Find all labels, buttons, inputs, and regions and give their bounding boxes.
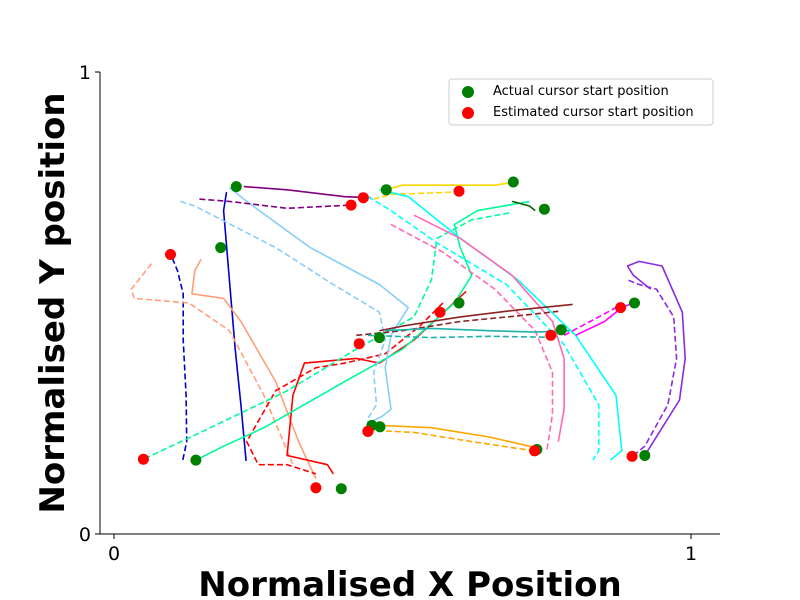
y-tick-label-1: 1 [79, 62, 91, 84]
start-point-estimated-0 [165, 249, 176, 260]
plot-area [130, 176, 687, 495]
trajectory-4-estimated-line [180, 200, 387, 424]
legend-label-estimated: Estimated cursor start position [493, 105, 694, 120]
y-tick-label-0: 0 [79, 524, 91, 546]
trajectory-5-estimated-line [199, 198, 351, 210]
start-point-estimated-9 [529, 445, 541, 457]
start-point-actual-13 [629, 297, 640, 309]
trajectory-13-actual-line [575, 302, 634, 337]
start-point-actual-8 [538, 203, 550, 215]
trajectory-5-actual-line [243, 185, 371, 199]
start-point-actual-3 [190, 454, 202, 466]
trajectory-3-estimated-line [143, 212, 510, 460]
trajectory-7-actual-line [379, 189, 623, 461]
start-point-actual-14 [639, 450, 651, 461]
trajectory-4-actual-line [228, 186, 410, 424]
trajectory-13-estimated-line [563, 306, 617, 337]
start-point-estimated-13 [615, 302, 627, 314]
start-point-estimated-5 [345, 199, 357, 211]
trajectory-12-estimated-line [367, 429, 535, 452]
start-point-estimated-2 [434, 306, 446, 318]
x-tick-label-0: 0 [108, 543, 120, 565]
trajectory-0-estimated-line [168, 249, 188, 461]
start-point-actual-11 [555, 324, 567, 336]
trajectory-12-actual-line [379, 424, 542, 450]
axes: 0 1 0 1 Normalised X Position Normalised… [33, 62, 720, 600]
start-point-actual-5 [230, 181, 242, 193]
trajectory-6-actual-line [384, 182, 510, 191]
start-point-actual-6 [507, 176, 519, 188]
start-point-estimated-6 [453, 185, 465, 197]
trajectory-11-estimated-line [367, 334, 553, 339]
trajectory-2-estimated-line [245, 302, 444, 475]
trajectory-9-estimated-line [390, 223, 554, 451]
trajectory-0-actual-line [222, 191, 247, 462]
legend-marker-actual [462, 86, 474, 98]
trajectory-10-actual-line [379, 303, 573, 332]
trajectory-1-estimated-line [130, 263, 294, 466]
start-point-actual-7 [380, 184, 392, 196]
trajectory-9-actual-line [413, 214, 565, 442]
start-point-estimated-7 [357, 192, 369, 204]
start-point-estimated-12 [362, 425, 374, 437]
trajectory-2-actual-line [286, 290, 467, 475]
legend: Actual cursor start position Estimated c… [448, 78, 714, 126]
start-point-actual-2 [453, 297, 465, 309]
start-point-estimated-3 [137, 453, 149, 465]
legend-label-actual: Actual cursor start position [493, 84, 669, 99]
trajectory-1-actual-line [191, 258, 317, 479]
trajectory-7-estimated-line [367, 196, 600, 461]
legend-box [448, 78, 714, 126]
x-axis-title: Normalised X Position [198, 565, 621, 600]
trajectory-14-estimated-line [627, 279, 678, 457]
y-axis-title: Normalised Y position [33, 92, 73, 513]
legend-marker-estimated [462, 107, 474, 119]
start-point-estimated-1 [310, 482, 322, 494]
start-point-actual-10 [373, 332, 385, 344]
trajectory-14-actual-line [626, 260, 687, 456]
start-point-actual-1 [335, 483, 347, 495]
trajectory-8-actual-line [511, 200, 536, 212]
start-point-estimated-10 [353, 338, 365, 350]
start-point-actual-0 [215, 242, 227, 254]
trajectory-10-estimated-line [356, 310, 559, 337]
start-point-estimated-11 [545, 329, 557, 341]
x-tick-label-1: 1 [685, 543, 697, 565]
start-point-estimated-14 [626, 450, 638, 462]
start-point-actual-12 [374, 421, 386, 433]
